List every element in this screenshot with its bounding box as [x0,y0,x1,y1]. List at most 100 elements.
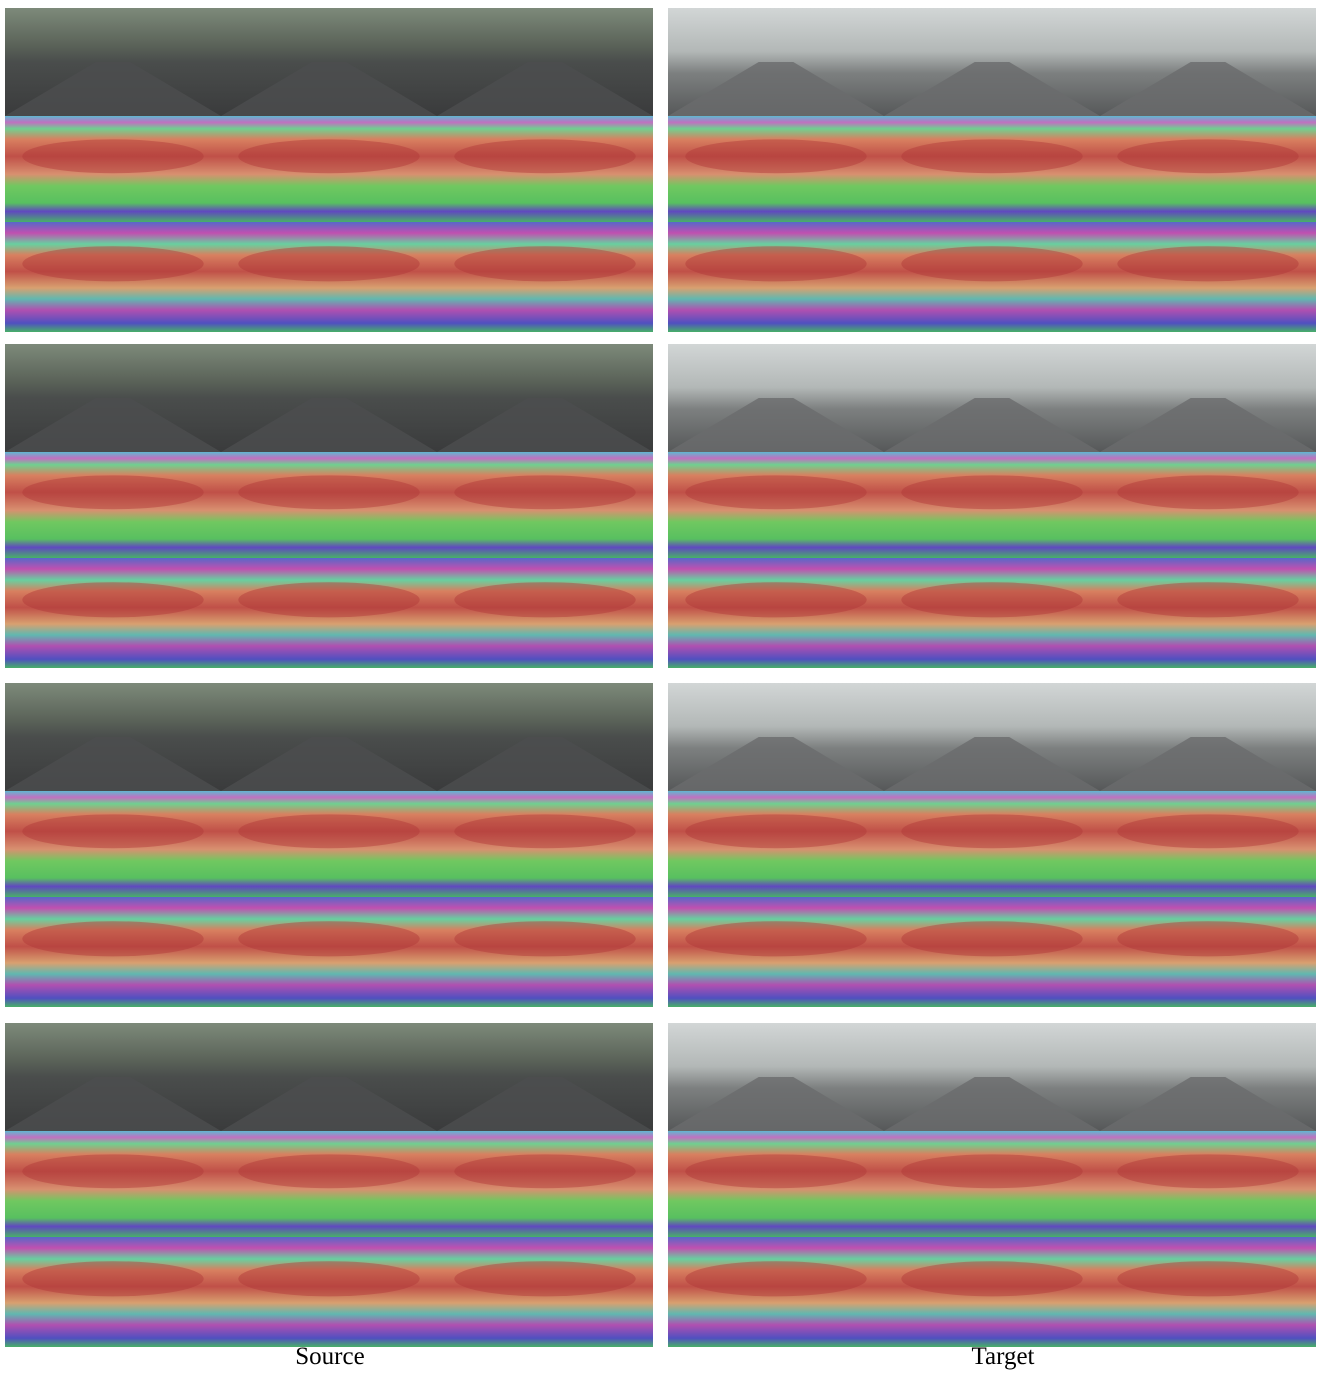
attention-map [5,1131,221,1237]
attention-map [1100,116,1316,222]
hotspot [238,475,420,510]
hotspot [22,475,204,510]
hotspot [22,1261,204,1297]
attention-map [1100,791,1316,897]
hotspot [901,814,1083,849]
hotspot [1117,1154,1299,1189]
attention-map [5,791,221,897]
attention-map [221,452,437,558]
attention-map [1100,897,1316,1007]
road [5,62,221,116]
road [5,737,221,791]
attention-map [437,897,653,1007]
hotspot [685,139,867,174]
road [1100,398,1316,452]
attention-map [668,791,884,897]
hotspot [454,475,636,510]
attention-map [884,1131,1100,1237]
attention-map [5,116,221,222]
attention-map [668,897,884,1007]
hotspot [685,246,867,282]
attention-map [221,222,437,332]
attention-map [221,558,437,668]
hotspot [685,582,867,618]
hotspot [1117,814,1299,849]
road [668,62,884,116]
hotspot [454,1154,636,1189]
hotspot [901,1261,1083,1297]
road [5,398,221,452]
hotspot [454,246,636,282]
road [884,62,1100,116]
attention-map [221,116,437,222]
attention-map [437,222,653,332]
hotspot [901,139,1083,174]
image-grid [5,8,1316,1347]
hotspot [901,475,1083,510]
hotspot [1117,475,1299,510]
attention-map [437,558,653,668]
attention-map [5,1237,221,1347]
road [668,1077,884,1131]
attention-map [668,1237,884,1347]
hotspot [238,1261,420,1297]
hotspot [1117,246,1299,282]
attention-map [1100,452,1316,558]
hotspot [454,582,636,618]
hotspot [454,139,636,174]
hotspot [22,582,204,618]
hotspot [685,1154,867,1189]
hotspot [454,1261,636,1297]
road [1100,1077,1316,1131]
road [221,398,437,452]
road [884,398,1100,452]
road [668,737,884,791]
hotspot [901,1154,1083,1189]
hotspot [22,814,204,849]
attention-map [668,116,884,222]
road [437,62,653,116]
source-caption: Source [295,1343,364,1370]
hotspot [685,475,867,510]
hotspot [1117,1261,1299,1297]
hotspot [238,921,420,957]
hotspot [238,246,420,282]
attention-map [221,897,437,1007]
hotspot [901,246,1083,282]
hotspot [685,1261,867,1297]
attention-map [668,1131,884,1237]
hotspot [1117,921,1299,957]
road [221,737,437,791]
attention-map [884,116,1100,222]
hotspot [238,814,420,849]
hotspot [901,921,1083,957]
road [437,398,653,452]
hotspot [685,814,867,849]
attention-map [668,452,884,558]
attention-map [884,452,1100,558]
attention-map [668,222,884,332]
hotspot [685,921,867,957]
attention-map [5,897,221,1007]
attention-map [437,452,653,558]
attention-map [884,558,1100,668]
attention-map [1100,1237,1316,1347]
attention-map [1100,222,1316,332]
hotspot [22,139,204,174]
hotspot [454,814,636,849]
hotspot [901,582,1083,618]
attention-map [668,558,884,668]
road [884,1077,1100,1131]
hotspot [238,1154,420,1189]
attention-map [5,452,221,558]
attention-map [437,116,653,222]
attention-map [221,1131,437,1237]
attention-map [5,222,221,332]
road [668,398,884,452]
attention-map [884,897,1100,1007]
road [1100,737,1316,791]
hotspot [1117,139,1299,174]
road [437,1077,653,1131]
